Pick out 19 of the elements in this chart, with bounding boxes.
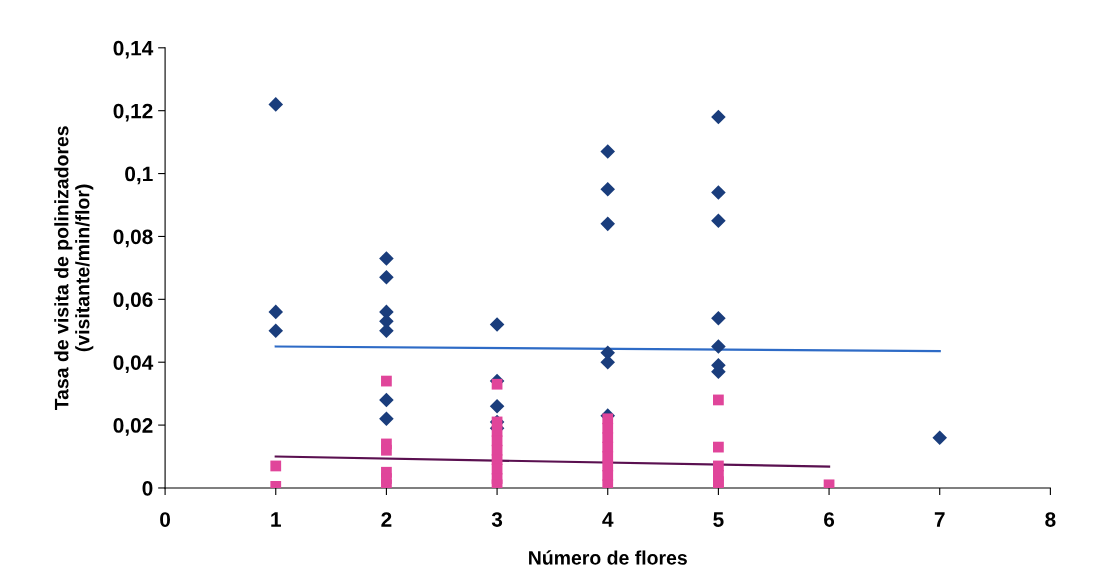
x-tick-label: 3 (491, 512, 503, 527)
y-tick-label: 0,14 (113, 40, 154, 59)
y-tick-label: 0,02 (113, 418, 153, 436)
x-tick-label: 7 (934, 512, 945, 527)
x-tick-label: 5 (713, 512, 724, 527)
x-tick-label: 8 (1045, 512, 1056, 527)
x-tick-label: 2 (381, 512, 392, 527)
y-tick-label: 0 (142, 480, 153, 496)
y-tick-label: 0,1 (125, 166, 153, 185)
y-tick-label: 0,08 (113, 229, 153, 248)
x-tick-label: 1 (271, 512, 281, 527)
y-axis-title: Tasa de visita de polinizadores (visitante/min/flor) (54, 126, 94, 411)
y-tick-label: 0,06 (113, 292, 153, 311)
x-tick-label: 4 (602, 512, 614, 527)
y-tick-label: 0,12 (113, 103, 153, 122)
x-tick-label: 0 (160, 512, 171, 527)
y-tick-label: 0,04 (113, 355, 154, 373)
x-tick-label: 6 (824, 512, 835, 527)
x-axis-title: Número de flores (529, 550, 687, 565)
